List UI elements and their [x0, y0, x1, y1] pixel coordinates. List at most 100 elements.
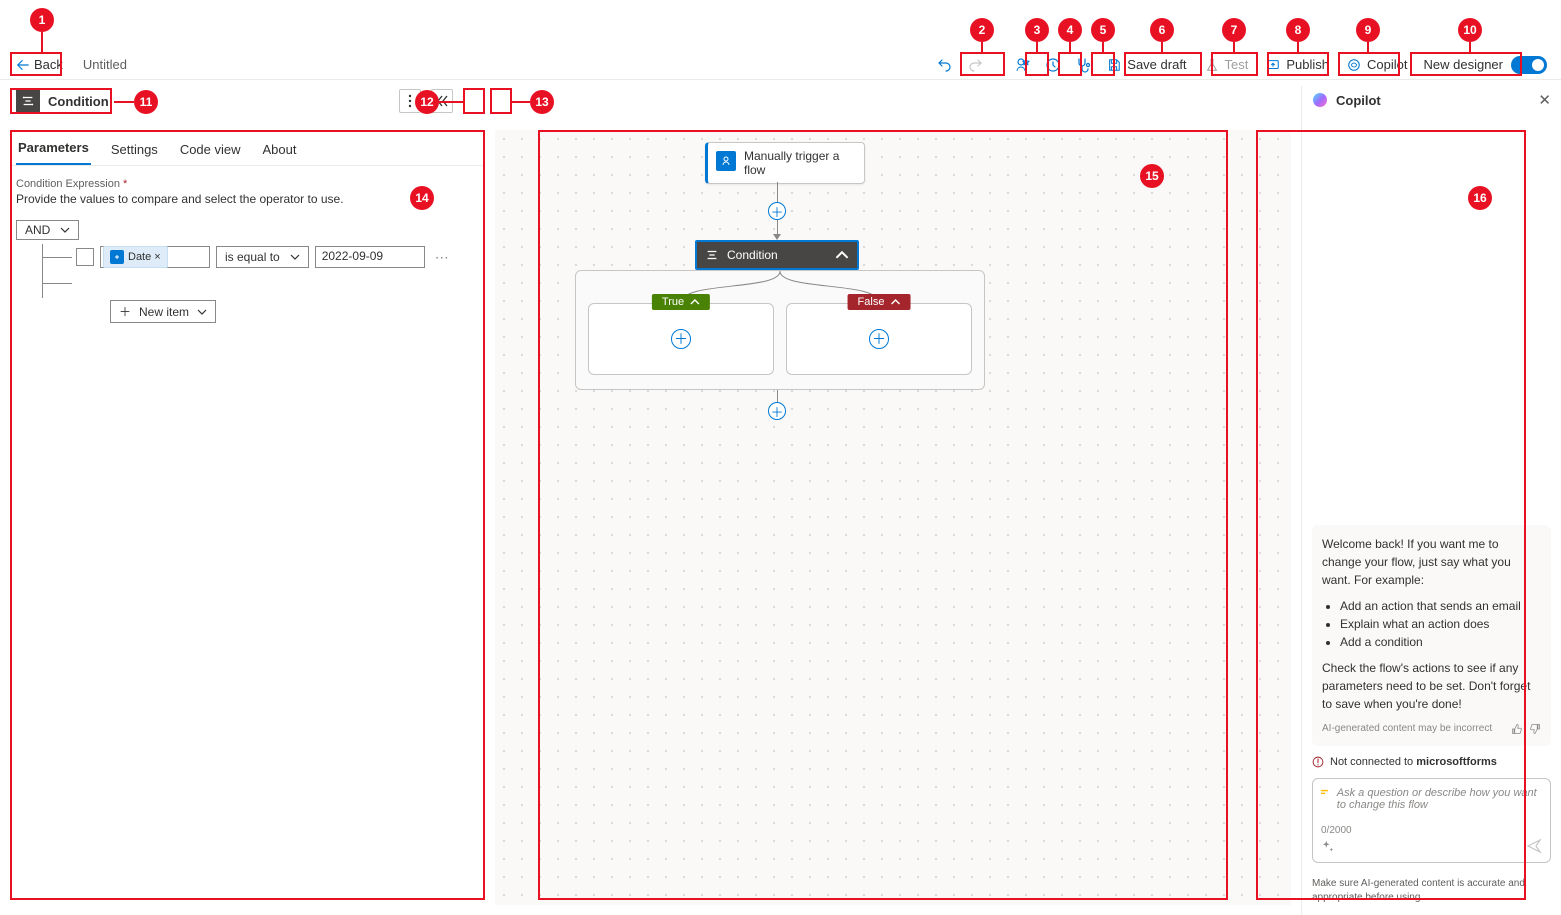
- copilot-welcome-card: Welcome back! If you want me to change y…: [1312, 525, 1551, 746]
- callout-7: 7: [1222, 18, 1246, 42]
- add-action-after-button[interactable]: ＋: [768, 402, 786, 420]
- copilot-check-text: Check the flow's actions to see if any p…: [1322, 659, 1541, 713]
- copilot-close-button[interactable]: ✕: [1538, 91, 1551, 109]
- callout-8: 8: [1286, 18, 1310, 42]
- arrow-left-icon: [16, 58, 30, 72]
- chevron-down-icon: [60, 225, 70, 235]
- callout-10: 10: [1458, 18, 1482, 42]
- back-label: Back: [34, 57, 63, 72]
- chevron-down-icon: [290, 252, 300, 262]
- prompt-icon: [1321, 787, 1331, 797]
- field-label: Condition Expression *: [16, 178, 479, 190]
- copilot-input[interactable]: Ask a question or describe how you want …: [1312, 778, 1551, 863]
- trigger-label: Manually trigger a flow: [744, 149, 856, 177]
- row-more-button[interactable]: ⋯: [431, 249, 453, 266]
- value-input[interactable]: 2022-09-09: [315, 246, 425, 268]
- copilot-toggle-label: Copilot: [1367, 57, 1407, 72]
- history-icon: [1045, 57, 1061, 73]
- save-draft-label: Save draft: [1127, 57, 1186, 72]
- version-history-button[interactable]: [1039, 52, 1067, 78]
- copilot-example-3: Add a condition: [1340, 633, 1541, 651]
- new-designer-toggle-group: New designer: [1418, 54, 1554, 76]
- tab-settings[interactable]: Settings: [109, 134, 160, 165]
- publish-button[interactable]: Publish: [1258, 52, 1337, 78]
- condition-node-icon: [705, 248, 719, 262]
- sparkle-icon[interactable]: [1321, 839, 1335, 853]
- copilot-welcome-text: Welcome back! If you want me to change y…: [1322, 535, 1541, 589]
- copilot-disclaimer: AI-generated content may be incorrect: [1322, 721, 1492, 736]
- add-action-button[interactable]: ＋: [768, 202, 786, 220]
- panel-title: Condition: [48, 94, 109, 109]
- callout-4: 4: [1058, 18, 1082, 42]
- callout-5: 5: [1091, 18, 1115, 42]
- token-label: Date ×: [128, 251, 161, 263]
- stethoscope-icon: [1075, 57, 1091, 73]
- flask-icon: [1205, 58, 1219, 72]
- copilot-logo-icon: [1312, 92, 1328, 108]
- copilot-icon: [1347, 58, 1361, 72]
- warning-icon: [1312, 756, 1324, 768]
- copilot-example-2: Explain what an action does: [1340, 615, 1541, 633]
- copilot-footer-disclaimer: Make sure AI-generated content is accura…: [1302, 871, 1561, 915]
- flow-checker-button[interactable]: [1069, 52, 1097, 78]
- callout-1: 1: [30, 8, 54, 32]
- new-item-button[interactable]: ＋ New item: [110, 300, 216, 323]
- left-panel: Parameters Settings Code view About Cond…: [10, 130, 485, 905]
- chevron-up-icon: [890, 297, 900, 307]
- branch-connectors: [576, 271, 984, 303]
- thumbs-down-icon[interactable]: [1529, 723, 1541, 735]
- copilot-connection-warning: Not connected to microsoftforms: [1312, 756, 1551, 768]
- callout-13: 13: [530, 90, 554, 114]
- callout-3: 3: [1025, 18, 1049, 42]
- chevron-up-icon: [835, 248, 849, 262]
- undo-button[interactable]: [931, 52, 959, 78]
- undo-icon: [937, 57, 953, 73]
- row-checkbox[interactable]: [76, 248, 94, 266]
- false-branch[interactable]: False ＋: [786, 303, 972, 375]
- save-icon: [1107, 58, 1121, 72]
- true-branch[interactable]: True ＋: [588, 303, 774, 375]
- add-false-action-button[interactable]: ＋: [869, 329, 889, 349]
- new-designer-toggle[interactable]: [1511, 56, 1547, 74]
- copilot-title: Copilot: [1336, 93, 1381, 108]
- new-item-label: New item: [139, 305, 189, 319]
- plus-icon: ＋: [119, 303, 131, 320]
- false-label: False: [848, 294, 911, 310]
- callout-6: 6: [1150, 18, 1174, 42]
- logic-operator-select[interactable]: AND: [16, 220, 79, 240]
- condition-container: True ＋ False ＋: [575, 270, 985, 390]
- condition-node-label: Condition: [727, 248, 778, 262]
- add-true-action-button[interactable]: ＋: [671, 329, 691, 349]
- copilot-example-1: Add an action that sends an email: [1340, 597, 1541, 615]
- send-icon[interactable]: [1526, 838, 1542, 854]
- feedback-button[interactable]: [1009, 52, 1037, 78]
- chevron-up-icon: [690, 297, 700, 307]
- panel-tabs: Parameters Settings Code view About: [10, 130, 485, 166]
- copilot-toggle-button[interactable]: Copilot: [1339, 52, 1415, 78]
- callout-11: 11: [134, 90, 158, 114]
- new-designer-label: New designer: [1424, 57, 1504, 72]
- operand-token[interactable]: Date ×: [103, 246, 168, 268]
- flow-canvas[interactable]: Manually trigger a flow ＋ True ＋ False ＋: [495, 130, 1291, 905]
- callout-12: 12: [415, 90, 439, 114]
- callout-14: 14: [410, 186, 434, 210]
- save-draft-button[interactable]: Save draft: [1099, 52, 1194, 78]
- tab-about[interactable]: About: [261, 134, 299, 165]
- publish-label: Publish: [1286, 57, 1329, 72]
- feedback-icon: [1015, 57, 1031, 73]
- operator-value: is equal to: [225, 250, 280, 264]
- tab-parameters[interactable]: Parameters: [16, 132, 91, 165]
- copilot-panel: Copilot ✕ Welcome back! If you want me t…: [1301, 86, 1561, 915]
- thumbs-up-icon[interactable]: [1511, 723, 1523, 735]
- callout-2: 2: [970, 18, 994, 42]
- panel-header: Condition: [10, 86, 455, 116]
- redo-button[interactable]: [961, 52, 989, 78]
- test-button[interactable]: Test: [1197, 52, 1257, 78]
- true-label: True: [652, 294, 710, 310]
- tab-code-view[interactable]: Code view: [178, 134, 243, 165]
- condition-node[interactable]: Condition: [695, 240, 859, 270]
- trigger-node[interactable]: Manually trigger a flow: [705, 142, 865, 184]
- back-button[interactable]: Back: [8, 55, 71, 74]
- operator-select[interactable]: is equal to: [216, 246, 309, 268]
- redo-icon: [967, 57, 983, 73]
